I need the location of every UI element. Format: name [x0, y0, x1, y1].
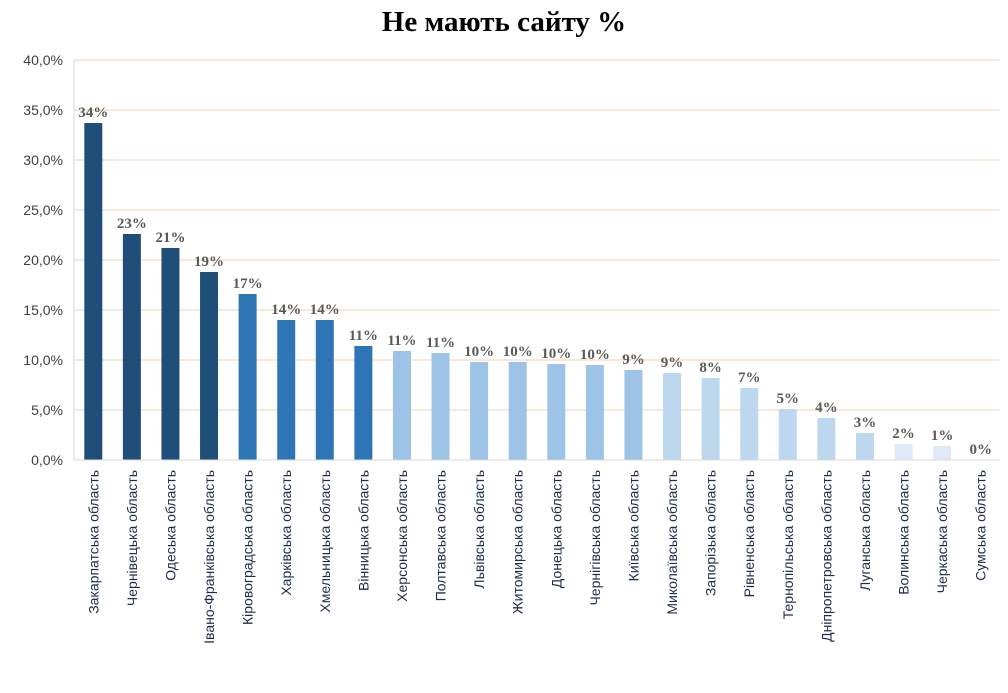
y-tick-label: 15,0%: [23, 302, 63, 318]
x-tick-label: Чернівецька область: [124, 470, 140, 606]
x-tick-label: Івано-Франківська область: [201, 470, 217, 644]
bar: [470, 362, 489, 460]
x-tick-label: Львівська область: [471, 470, 487, 589]
data-label: 10%: [541, 346, 571, 362]
bar: [508, 362, 527, 460]
data-label: 7%: [738, 370, 761, 386]
gridlines: [74, 59, 1000, 411]
bar: [894, 444, 913, 460]
x-tick-label: Харківська область: [278, 470, 294, 596]
bar: [778, 409, 797, 460]
bar: [547, 364, 566, 460]
y-tick-label: 20,0%: [23, 252, 63, 268]
bar: [84, 123, 103, 460]
data-label: 1%: [931, 428, 954, 444]
x-tick-label: Черкаська область: [934, 470, 950, 593]
data-labels: 34% 23% 21% 19% 17% 14% 14% 11% 11% 11% 10% 10% 10% 1…: [78, 105, 992, 458]
data-label: 19%: [194, 254, 224, 270]
x-tick-label: Закарпатська область: [85, 470, 101, 614]
data-label: 10%: [580, 347, 610, 363]
x-tick-label: Кіровоградська область: [240, 470, 256, 625]
data-label: 34%: [78, 105, 108, 121]
bar: [933, 446, 952, 460]
y-tick-label: 40,0%: [23, 52, 63, 68]
x-tick-label: Київська область: [625, 470, 641, 581]
y-axis: 0,0% 5,0% 10,0% 15,0% 20,0% 25,0% 30,0% 35,0% 40…: [23, 52, 75, 468]
data-label: 10%: [503, 344, 533, 360]
x-axis: Закарпатська область Чернівецька область О…: [74, 459, 1000, 644]
x-tick-label: Чернігівська область: [587, 470, 603, 605]
y-tick-label: 0,0%: [31, 452, 63, 468]
bar: [200, 272, 219, 460]
bar: [740, 388, 759, 460]
x-tick-label: Херсонська область: [394, 470, 410, 602]
data-label: 21%: [155, 230, 185, 246]
data-label: 3%: [854, 415, 877, 431]
x-tick-label: Сумська область: [973, 470, 989, 581]
bar: [161, 248, 180, 460]
x-tick-label: Житомирська область: [510, 470, 526, 614]
data-label: 5%: [777, 391, 800, 407]
x-tick-label: Тернопільська область: [780, 470, 796, 619]
data-label: 9%: [622, 352, 645, 368]
x-tick-label: Вінницька область: [355, 470, 371, 591]
bar: [431, 353, 450, 460]
bar: [855, 433, 874, 460]
data-label: 2%: [892, 426, 915, 442]
data-label: 4%: [815, 400, 838, 416]
data-label: 0%: [969, 442, 992, 458]
x-tick-label: Волинська область: [896, 470, 912, 595]
x-tick-label: Дніпропетровська область: [818, 470, 834, 642]
bar: [663, 373, 682, 460]
bar: [392, 351, 411, 460]
data-label: 8%: [699, 360, 722, 376]
bar: [122, 234, 141, 460]
data-label: 11%: [426, 335, 455, 351]
x-tick-label: Луганська область: [857, 470, 873, 591]
bar: [624, 370, 643, 460]
y-tick-label: 30,0%: [23, 152, 63, 168]
data-label: 10%: [464, 344, 494, 360]
data-label: 9%: [661, 355, 684, 371]
x-tick-label: Запорізька область: [703, 470, 719, 596]
data-label: 14%: [310, 302, 340, 318]
bar: [354, 346, 373, 460]
data-label: 17%: [233, 276, 263, 292]
y-tick-label: 10,0%: [23, 352, 63, 368]
data-label: 11%: [387, 333, 416, 349]
x-tick-label: Хмельницька область: [317, 470, 333, 613]
y-tick-label: 5,0%: [31, 402, 63, 418]
x-tick-label: Одеська область: [162, 470, 178, 581]
y-tick-label: 35,0%: [23, 102, 63, 118]
x-tick-label: Донецька область: [548, 470, 564, 588]
x-tick-label: Полтавська область: [433, 470, 449, 601]
x-tick-label: Рівненська область: [741, 470, 757, 597]
data-label: 11%: [349, 328, 378, 344]
bar: [315, 320, 334, 460]
bar: [817, 418, 836, 460]
data-label: 23%: [117, 216, 147, 232]
chart-title: Не мають сайту %: [381, 6, 627, 38]
data-label: 14%: [271, 302, 301, 318]
bar: [585, 365, 604, 460]
y-tick-label: 25,0%: [23, 202, 63, 218]
bars: [84, 123, 952, 460]
bar: [277, 320, 296, 460]
bar: [701, 378, 720, 460]
x-tick-label: Миколаївська область: [664, 470, 680, 615]
bar: [238, 294, 257, 460]
